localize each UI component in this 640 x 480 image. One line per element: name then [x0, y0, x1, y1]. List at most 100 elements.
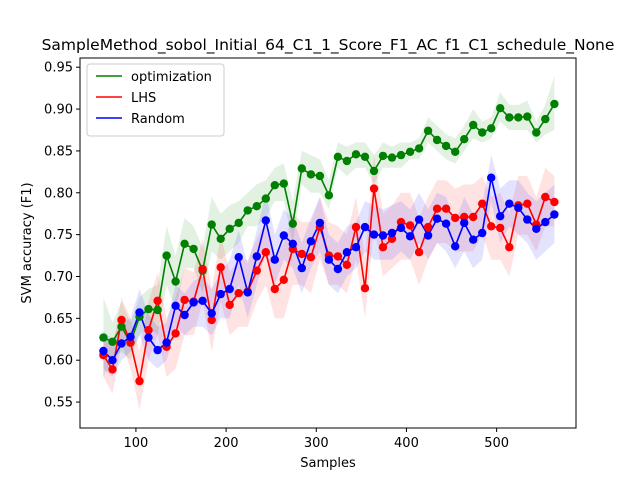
point-optimization — [550, 99, 559, 109]
point-optimization — [469, 120, 478, 130]
point-lhs — [387, 234, 397, 243]
point-lhs — [135, 376, 144, 386]
point-random — [252, 252, 261, 261]
point-lhs — [423, 222, 433, 232]
point-lhs — [153, 296, 162, 305]
point-lhs — [207, 315, 216, 325]
y-tick-label: 0.95 — [44, 61, 73, 76]
point-random — [369, 230, 379, 239]
legend-label-random: Random — [131, 112, 185, 127]
point-optimization — [460, 135, 469, 144]
point-optimization — [306, 170, 316, 179]
point-optimization — [351, 150, 361, 159]
point-lhs — [487, 222, 496, 231]
y-tick-label: 0.80 — [44, 186, 73, 201]
point-random — [469, 235, 478, 244]
point-lhs — [342, 260, 352, 269]
point-optimization — [342, 156, 352, 166]
point-lhs — [297, 249, 306, 259]
point-optimization — [261, 194, 270, 203]
point-lhs — [378, 243, 388, 252]
point-optimization — [487, 124, 496, 133]
point-lhs — [460, 212, 469, 222]
x-tick-label: 300 — [304, 436, 329, 451]
point-random — [378, 231, 388, 240]
point-optimization — [180, 239, 189, 248]
point-random — [496, 212, 505, 221]
x-tick-label: 400 — [394, 436, 419, 451]
point-lhs — [414, 248, 424, 257]
point-optimization — [541, 114, 550, 124]
point-lhs — [216, 263, 225, 272]
point-optimization — [279, 179, 288, 188]
point-optimization — [243, 206, 252, 215]
point-random — [523, 215, 532, 224]
point-lhs — [360, 284, 370, 293]
point-lhs — [351, 222, 361, 232]
point-random — [487, 173, 496, 182]
point-optimization — [396, 150, 406, 160]
point-optimization — [441, 141, 451, 151]
point-optimization — [297, 164, 306, 173]
x-axis-ticks: 100 200 300 400 500 — [123, 428, 509, 451]
x-tick-label: 200 — [214, 436, 239, 451]
legend-label-lhs: LHS — [131, 91, 156, 106]
point-optimization — [234, 218, 243, 228]
point-random — [297, 263, 306, 273]
point-random — [189, 298, 198, 307]
point-lhs — [252, 266, 261, 275]
point-random — [532, 224, 541, 233]
point-random — [180, 310, 189, 320]
point-lhs — [478, 199, 487, 208]
point-lhs — [126, 338, 135, 347]
point-random — [279, 231, 288, 240]
y-tick-label: 0.85 — [44, 144, 73, 159]
point-optimization — [423, 126, 433, 135]
point-random — [306, 237, 316, 246]
point-optimization — [369, 166, 379, 176]
point-random — [261, 216, 270, 225]
point-random — [396, 223, 406, 233]
point-lhs — [550, 197, 559, 207]
point-optimization — [144, 304, 153, 314]
point-random — [441, 219, 451, 228]
point-lhs — [505, 243, 514, 252]
point-random — [541, 217, 550, 227]
point-optimization — [496, 104, 505, 113]
point-optimization — [117, 322, 126, 331]
point-random — [126, 332, 135, 341]
y-tick-label: 0.60 — [44, 354, 73, 369]
point-random — [387, 228, 397, 238]
point-optimization — [108, 337, 117, 346]
point-random — [333, 264, 343, 274]
point-random — [360, 222, 370, 232]
point-lhs — [198, 264, 207, 274]
point-lhs — [225, 300, 234, 310]
point-optimization — [315, 171, 325, 181]
point-random — [270, 255, 279, 264]
point-optimization — [414, 144, 424, 153]
point-optimization — [216, 234, 225, 243]
point-optimization — [432, 135, 442, 145]
point-random — [225, 284, 234, 294]
point-random — [451, 242, 460, 251]
point-optimization — [451, 147, 460, 156]
point-optimization — [378, 151, 388, 161]
band-optimization — [103, 75, 555, 377]
point-random — [153, 345, 162, 355]
legend: optimization LHS Random — [86, 63, 225, 137]
point-random — [351, 243, 361, 252]
point-lhs — [261, 248, 270, 257]
point-random — [171, 301, 180, 310]
point-random — [550, 210, 559, 219]
series-markers — [99, 99, 559, 386]
point-lhs — [432, 204, 442, 213]
point-lhs — [541, 192, 550, 202]
point-lhs — [333, 252, 343, 261]
point-random — [460, 218, 469, 228]
point-lhs — [496, 223, 505, 233]
point-lhs — [234, 289, 243, 298]
legend-label-optimization: optimization — [131, 70, 212, 85]
point-random — [234, 253, 243, 262]
